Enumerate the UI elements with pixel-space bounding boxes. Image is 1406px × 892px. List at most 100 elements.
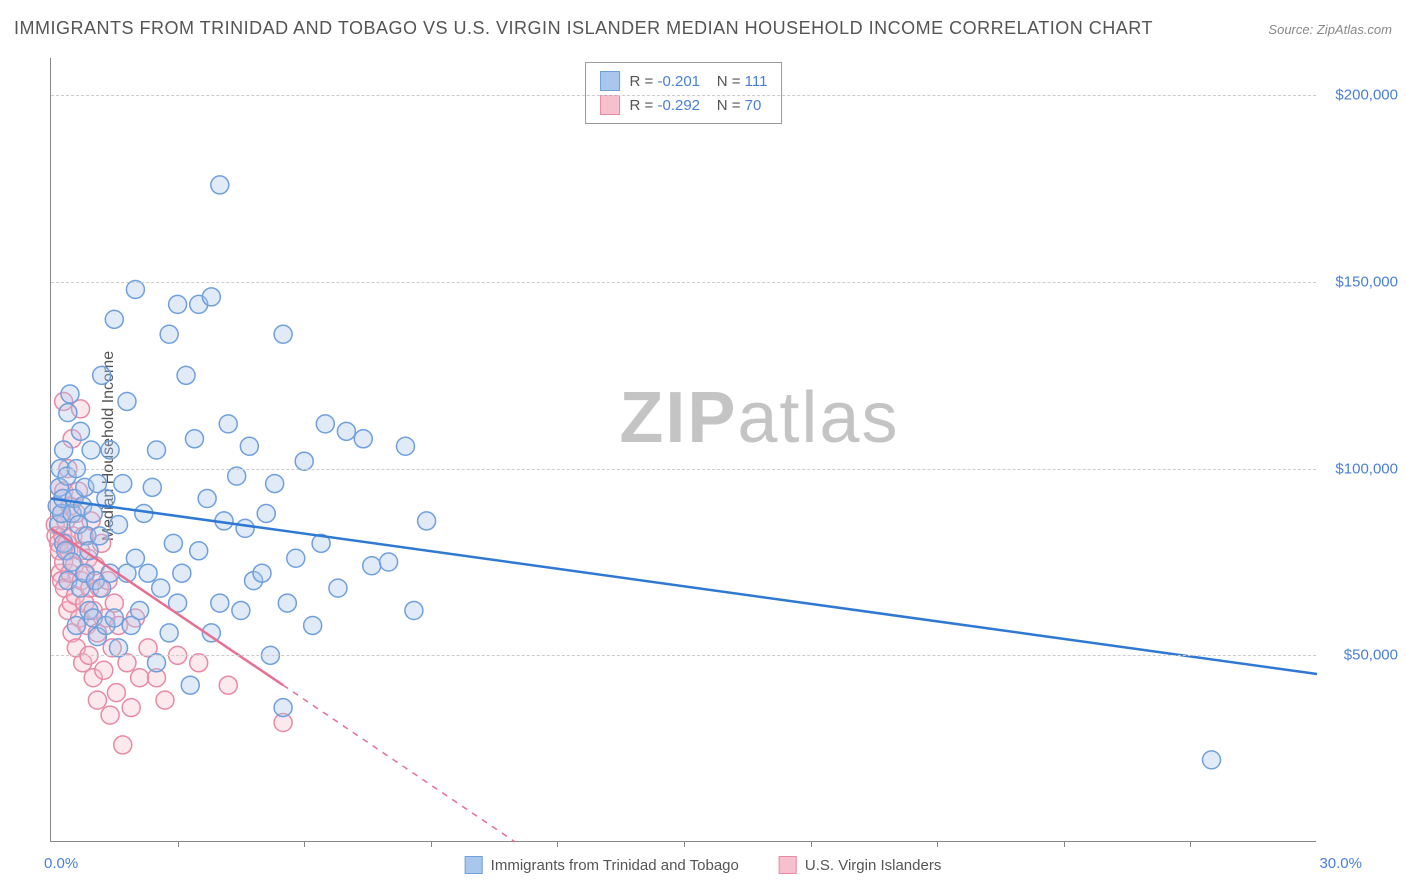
data-point [105,609,123,627]
data-point [148,654,166,672]
x-tick [1064,841,1065,847]
data-point [363,557,381,575]
y-tick-label: $200,000 [1335,87,1398,104]
data-point [148,441,166,459]
legend-item: U.S. Virgin Islanders [779,856,941,874]
data-point [72,422,90,440]
data-point [219,415,237,433]
x-tick [304,841,305,847]
x-axis-min-label: 0.0% [44,855,78,872]
x-tick [431,841,432,847]
data-point [126,549,144,567]
data-point [164,534,182,552]
stats-text: R = -0.201 N = 111 [630,73,768,90]
stats-row: R = -0.292 N = 70 [600,93,768,117]
legend-label: Immigrants from Trinidad and Tobago [491,857,739,874]
data-point [219,676,237,694]
data-point [139,564,157,582]
data-point [152,579,170,597]
data-point [160,624,178,642]
trend-line-dashed [283,685,515,842]
data-point [198,490,216,508]
data-point [177,366,195,384]
data-point [274,325,292,343]
data-point [126,280,144,298]
data-point [84,504,102,522]
data-point [185,430,203,448]
data-point [110,516,128,534]
data-point [418,512,436,530]
trend-line [51,499,1317,674]
gridline [51,655,1316,656]
data-point [274,699,292,717]
gridline [51,282,1316,283]
y-tick-label: $100,000 [1335,460,1398,477]
data-point [93,366,111,384]
data-point [131,602,149,620]
data-point [82,441,100,459]
gridline [51,469,1316,470]
data-point [101,706,119,724]
data-point [236,519,254,537]
data-point [169,295,187,313]
data-point [405,602,423,620]
y-tick-label: $50,000 [1344,647,1398,664]
data-point [232,602,250,620]
data-point [287,549,305,567]
source-value: ZipAtlas.com [1317,22,1392,37]
data-point [101,441,119,459]
x-tick [1190,841,1191,847]
data-point [67,616,85,634]
data-point [95,661,113,679]
data-point [295,452,313,470]
scatter-svg [51,58,1316,841]
x-tick [811,841,812,847]
data-point [253,564,271,582]
legend-swatch [779,856,797,874]
data-point [257,504,275,522]
data-point [143,478,161,496]
data-point [380,553,398,571]
x-tick [937,841,938,847]
data-point [337,422,355,440]
data-point [354,430,372,448]
data-point [190,542,208,560]
data-point [202,288,220,306]
x-axis-max-label: 30.0% [1319,855,1362,872]
data-point [114,475,132,493]
data-point [266,475,284,493]
data-point [228,467,246,485]
data-point [160,325,178,343]
data-point [211,176,229,194]
stats-text: R = -0.292 N = 70 [630,97,762,114]
data-point [110,639,128,657]
legend-item: Immigrants from Trinidad and Tobago [465,856,739,874]
data-point [88,691,106,709]
chart-container: IMMIGRANTS FROM TRINIDAD AND TOBAGO VS U… [0,0,1406,892]
data-point [181,676,199,694]
data-point [122,699,140,717]
stats-legend-box: R = -0.201 N = 111 R = -0.292 N = 70 [585,62,783,124]
data-point [278,594,296,612]
data-point [114,736,132,754]
source-label: Source: [1268,22,1313,37]
data-point [211,594,229,612]
data-point [173,564,191,582]
data-point [190,654,208,672]
stats-swatch [600,95,620,115]
data-point [91,527,109,545]
source-credit: Source: ZipAtlas.com [1268,22,1392,37]
data-point [59,404,77,422]
data-point [329,579,347,597]
x-tick [557,841,558,847]
x-tick [178,841,179,847]
data-point [156,691,174,709]
legend-swatch [465,856,483,874]
data-point [107,684,125,702]
data-point [131,669,149,687]
chart-title: IMMIGRANTS FROM TRINIDAD AND TOBAGO VS U… [14,18,1153,39]
gridline [51,95,1316,96]
data-point [396,437,414,455]
data-point [1203,751,1221,769]
y-tick-label: $150,000 [1335,274,1398,291]
